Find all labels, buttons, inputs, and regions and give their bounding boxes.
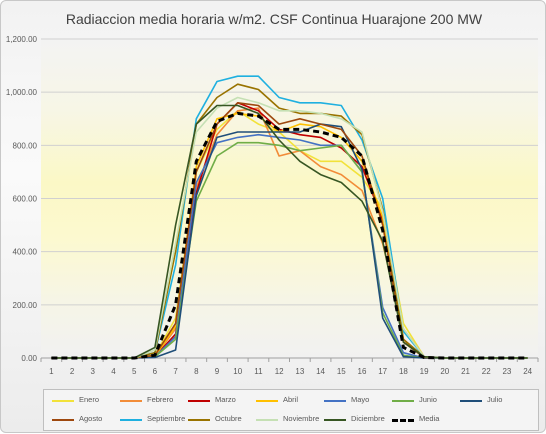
x-tick-label: 21 xyxy=(461,367,470,376)
x-tick-label: 8 xyxy=(194,367,199,376)
legend-label: Mayo xyxy=(351,395,370,404)
x-tick-label: 12 xyxy=(275,367,284,376)
y-tick-label: 400.00 xyxy=(13,248,38,257)
x-tick-label: 14 xyxy=(316,367,325,376)
x-tick-label: 24 xyxy=(523,367,532,376)
y-tick-label: 1,000.00 xyxy=(6,88,38,97)
legend-label: Marzo xyxy=(215,395,236,404)
x-tick-label: 10 xyxy=(233,367,242,376)
legend-label: Febrero xyxy=(147,395,174,404)
x-tick-label: 11 xyxy=(254,367,263,376)
x-tick-label: 22 xyxy=(482,367,491,376)
legend-swatch xyxy=(188,419,210,421)
y-tick-label: 600.00 xyxy=(13,195,38,204)
x-tick-label: 7 xyxy=(173,367,178,376)
y-tick-label: 800.00 xyxy=(13,141,38,150)
x-tick-label: 5 xyxy=(132,367,137,376)
y-tick-label: 0.00 xyxy=(21,354,37,363)
chart-legend: Enero Febrero Marzo Abril Mayo Junio Julio Agos… xyxy=(43,389,539,431)
legend-swatch xyxy=(324,400,346,402)
legend-label: Septiembre xyxy=(147,414,186,423)
chart-title: Radiaccion media horaria w/m2. CSF Conti… xyxy=(65,11,483,27)
legend-swatch xyxy=(52,400,74,402)
x-tick-label: 20 xyxy=(440,367,449,376)
legend-label: Diciembre xyxy=(351,414,385,423)
legend-label: Noviembre xyxy=(283,414,320,423)
x-tick-label: 2 xyxy=(70,367,75,376)
y-tick-label: 200.00 xyxy=(13,301,38,310)
legend-swatch xyxy=(120,400,142,402)
x-tick-label: 16 xyxy=(358,367,367,376)
legend-label: Junio xyxy=(419,395,437,404)
x-tick-label: 13 xyxy=(295,367,304,376)
legend-swatch xyxy=(460,400,482,402)
x-tick-label: 1 xyxy=(49,367,54,376)
legend-swatch xyxy=(188,400,210,402)
legend-label: Media xyxy=(419,414,440,423)
x-tick-label: 17 xyxy=(378,367,387,376)
x-tick-label: 18 xyxy=(399,367,408,376)
legend-label: Julio xyxy=(487,395,503,404)
legend-swatch xyxy=(256,419,278,421)
legend-label: Octubre xyxy=(215,414,242,423)
x-tick-label: 9 xyxy=(215,367,220,376)
legend-swatch xyxy=(52,419,74,421)
legend-label: Enero xyxy=(79,395,100,404)
series-line-diciembre xyxy=(51,104,528,359)
legend-swatch xyxy=(120,419,142,421)
x-tick-label: 4 xyxy=(111,367,116,376)
legend-swatch xyxy=(392,400,414,402)
legend-swatch xyxy=(256,400,278,402)
legend-label: Abril xyxy=(283,395,299,404)
legend-swatch xyxy=(324,419,346,421)
x-tick-label: 23 xyxy=(502,367,511,376)
y-tick-label: 1,200.00 xyxy=(6,35,38,44)
x-tick-label: 3 xyxy=(91,367,96,376)
x-tick-label: 15 xyxy=(337,367,346,376)
x-tick-label: 6 xyxy=(153,367,158,376)
x-tick-label: 19 xyxy=(420,367,429,376)
legend-label: Agosto xyxy=(79,414,103,423)
legend-swatch xyxy=(392,419,414,422)
